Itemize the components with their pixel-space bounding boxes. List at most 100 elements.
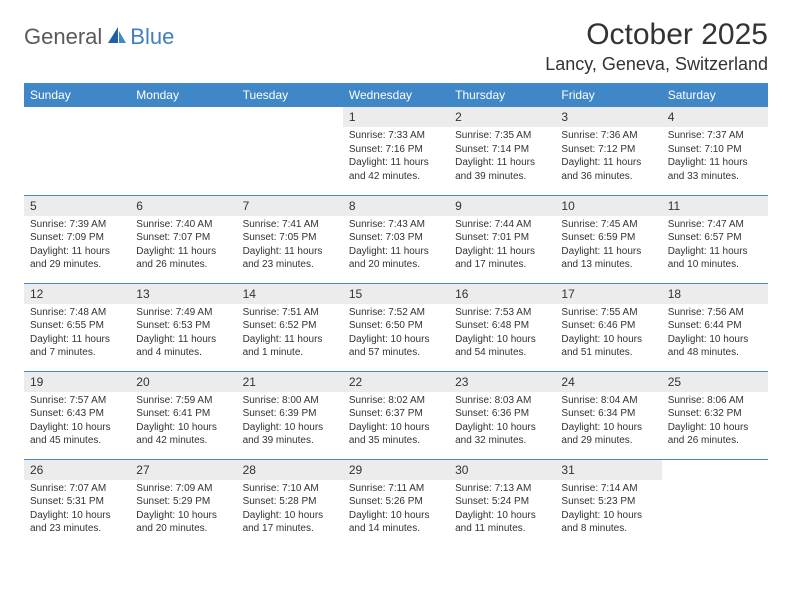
sunrise-text: Sunrise: 7:51 AM [243,306,337,320]
daylight-text: and 42 minutes. [136,434,230,448]
daylight-text: Daylight: 10 hours [561,509,655,523]
calendar-cell: 25Sunrise: 8:06 AMSunset: 6:32 PMDayligh… [662,371,768,459]
daylight-text: Daylight: 11 hours [561,156,655,170]
sunrise-text: Sunrise: 7:33 AM [349,129,443,143]
calendar-cell: 21Sunrise: 8:00 AMSunset: 6:39 PMDayligh… [237,371,343,459]
sunset-text: Sunset: 6:44 PM [668,319,762,333]
sunrise-text: Sunrise: 7:49 AM [136,306,230,320]
calendar-cell: 19Sunrise: 7:57 AMSunset: 6:43 PMDayligh… [24,371,130,459]
daylight-text: Daylight: 11 hours [561,245,655,259]
daylight-text: and 29 minutes. [561,434,655,448]
sunset-text: Sunset: 6:57 PM [668,231,762,245]
sunset-text: Sunset: 6:50 PM [349,319,443,333]
sunrise-text: Sunrise: 7:48 AM [30,306,124,320]
daylight-text: Daylight: 10 hours [455,509,549,523]
daylight-text: and 20 minutes. [136,522,230,536]
calendar-cell: 3Sunrise: 7:36 AMSunset: 7:12 PMDaylight… [555,107,661,195]
daylight-text: and 17 minutes. [455,258,549,272]
daylight-text: and 11 minutes. [455,522,549,536]
sunrise-text: Sunrise: 7:57 AM [30,394,124,408]
sunset-text: Sunset: 6:36 PM [455,407,549,421]
sunrise-text: Sunrise: 7:09 AM [136,482,230,496]
logo-text-general: General [24,24,102,50]
day-number: 23 [449,372,555,392]
calendar-cell: 6Sunrise: 7:40 AMSunset: 7:07 PMDaylight… [130,195,236,283]
weekday-header-row: Sunday Monday Tuesday Wednesday Thursday… [24,83,768,107]
sunrise-text: Sunrise: 7:36 AM [561,129,655,143]
day-number: 27 [130,460,236,480]
daylight-text: and 35 minutes. [349,434,443,448]
day-number: 14 [237,284,343,304]
calendar-cell: 15Sunrise: 7:52 AMSunset: 6:50 PMDayligh… [343,283,449,371]
sunset-text: Sunset: 7:09 PM [30,231,124,245]
daylight-text: Daylight: 10 hours [243,421,337,435]
sunrise-text: Sunrise: 7:53 AM [455,306,549,320]
calendar-cell: 31Sunrise: 7:14 AMSunset: 5:23 PMDayligh… [555,459,661,547]
daylight-text: and 14 minutes. [349,522,443,536]
sunrise-text: Sunrise: 7:37 AM [668,129,762,143]
daylight-text: Daylight: 10 hours [668,333,762,347]
daylight-text: and 48 minutes. [668,346,762,360]
day-number: 21 [237,372,343,392]
day-number: 13 [130,284,236,304]
daylight-text: and 10 minutes. [668,258,762,272]
day-number: 1 [343,107,449,127]
calendar-cell: 16Sunrise: 7:53 AMSunset: 6:48 PMDayligh… [449,283,555,371]
daylight-text: and 23 minutes. [30,522,124,536]
daylight-text: Daylight: 11 hours [455,245,549,259]
calendar-cell: 1Sunrise: 7:33 AMSunset: 7:16 PMDaylight… [343,107,449,195]
day-details: Sunrise: 7:37 AMSunset: 7:10 PMDaylight:… [662,127,768,187]
sunset-text: Sunset: 5:29 PM [136,495,230,509]
sunset-text: Sunset: 7:01 PM [455,231,549,245]
sunrise-text: Sunrise: 8:00 AM [243,394,337,408]
daylight-text: Daylight: 10 hours [455,333,549,347]
calendar-cell: 23Sunrise: 8:03 AMSunset: 6:36 PMDayligh… [449,371,555,459]
calendar-cell: 4Sunrise: 7:37 AMSunset: 7:10 PMDaylight… [662,107,768,195]
sunset-text: Sunset: 5:24 PM [455,495,549,509]
calendar-cell: 11Sunrise: 7:47 AMSunset: 6:57 PMDayligh… [662,195,768,283]
day-number: 20 [130,372,236,392]
daylight-text: Daylight: 10 hours [561,421,655,435]
day-number: 16 [449,284,555,304]
daylight-text: and 29 minutes. [30,258,124,272]
daylight-text: Daylight: 10 hours [349,333,443,347]
calendar-cell: 28Sunrise: 7:10 AMSunset: 5:28 PMDayligh… [237,459,343,547]
sunset-text: Sunset: 7:05 PM [243,231,337,245]
daylight-text: Daylight: 10 hours [561,333,655,347]
calendar-cell: 7Sunrise: 7:41 AMSunset: 7:05 PMDaylight… [237,195,343,283]
calendar-cell: 10Sunrise: 7:45 AMSunset: 6:59 PMDayligh… [555,195,661,283]
day-details: Sunrise: 7:09 AMSunset: 5:29 PMDaylight:… [130,480,236,540]
sunrise-text: Sunrise: 7:47 AM [668,218,762,232]
calendar-week-row: 19Sunrise: 7:57 AMSunset: 6:43 PMDayligh… [24,371,768,459]
calendar-week-row: 26Sunrise: 7:07 AMSunset: 5:31 PMDayligh… [24,459,768,547]
calendar-cell: 22Sunrise: 8:02 AMSunset: 6:37 PMDayligh… [343,371,449,459]
sunrise-text: Sunrise: 7:52 AM [349,306,443,320]
day-number: 6 [130,196,236,216]
daylight-text: and 32 minutes. [455,434,549,448]
sunset-text: Sunset: 5:28 PM [243,495,337,509]
day-number: 15 [343,284,449,304]
daylight-text: Daylight: 11 hours [30,333,124,347]
sunrise-text: Sunrise: 7:55 AM [561,306,655,320]
daylight-text: and 20 minutes. [349,258,443,272]
day-number: 9 [449,196,555,216]
sunset-text: Sunset: 6:32 PM [668,407,762,421]
day-number: 10 [555,196,661,216]
daylight-text: Daylight: 10 hours [136,421,230,435]
day-details: Sunrise: 7:48 AMSunset: 6:55 PMDaylight:… [24,304,130,364]
daylight-text: and 57 minutes. [349,346,443,360]
day-details: Sunrise: 8:06 AMSunset: 6:32 PMDaylight:… [662,392,768,452]
sunset-text: Sunset: 6:46 PM [561,319,655,333]
logo-sail-icon [106,25,128,50]
weekday-header: Saturday [662,83,768,107]
day-details: Sunrise: 7:43 AMSunset: 7:03 PMDaylight:… [343,216,449,276]
sunrise-text: Sunrise: 7:14 AM [561,482,655,496]
sunrise-text: Sunrise: 8:04 AM [561,394,655,408]
calendar-cell: 12Sunrise: 7:48 AMSunset: 6:55 PMDayligh… [24,283,130,371]
sunset-text: Sunset: 7:07 PM [136,231,230,245]
day-details: Sunrise: 8:02 AMSunset: 6:37 PMDaylight:… [343,392,449,452]
sunrise-text: Sunrise: 7:39 AM [30,218,124,232]
day-details: Sunrise: 7:52 AMSunset: 6:50 PMDaylight:… [343,304,449,364]
sunrise-text: Sunrise: 7:45 AM [561,218,655,232]
day-details: Sunrise: 7:44 AMSunset: 7:01 PMDaylight:… [449,216,555,276]
